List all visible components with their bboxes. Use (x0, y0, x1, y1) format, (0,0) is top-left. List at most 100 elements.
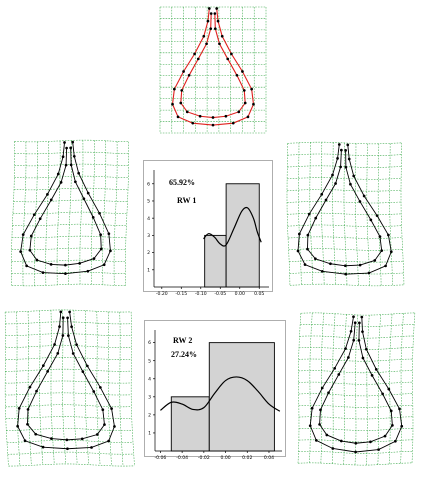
landmark-point (56, 172, 60, 176)
grid-line-horizontal (5, 345, 132, 348)
x-tick-label: -0.20 (156, 291, 168, 297)
consensus-shape (159, 6, 267, 134)
deformation-grid (159, 6, 267, 134)
landmark-point (320, 192, 324, 196)
grid-line-horizontal (5, 404, 132, 408)
grid-line-horizontal (298, 451, 413, 454)
landmark-point (202, 34, 206, 38)
rw2-positive-grid-panel (296, 311, 416, 467)
grid-line-horizontal (14, 139, 129, 143)
landmark-point (26, 408, 30, 411)
landmark-point (215, 7, 219, 10)
landmark-point (358, 200, 362, 203)
landmark-point (59, 181, 63, 184)
grid-line-horizontal (287, 212, 402, 216)
grid-line-vertical (4, 312, 9, 467)
landmark-point (243, 101, 247, 105)
deformation-grid (4, 309, 135, 467)
x-tick-label: -0.05 (214, 291, 226, 297)
grid-line-vertical (400, 313, 404, 464)
grid-line-horizontal (298, 404, 413, 408)
x-tick-label: -0.06 (154, 455, 166, 461)
landmark-point (98, 211, 101, 215)
landmark-point (67, 334, 70, 337)
grid-line-horizontal (287, 224, 402, 227)
grid-line-horizontal (5, 416, 132, 419)
landmark-point (347, 356, 350, 359)
grid-line-horizontal (11, 259, 126, 263)
landmark-point (235, 73, 239, 77)
landmark-point (176, 115, 180, 119)
landmark-point (296, 249, 300, 253)
landmark-point (314, 216, 318, 220)
landmark-point (25, 264, 28, 268)
x-tick-label: 0.00 (220, 455, 230, 461)
landmark-point (358, 263, 362, 267)
landmark-point (49, 198, 53, 202)
landmark-point (231, 121, 235, 125)
landmark-point (320, 386, 324, 390)
landmark-point (86, 191, 90, 195)
grid-line-horizontal (7, 451, 134, 455)
rw2-negative-grid-panel (3, 308, 135, 468)
landmark-point (211, 116, 215, 119)
grid-line-horizontal (11, 271, 126, 275)
y-tick-label: 2 (148, 412, 151, 418)
landmark-point (344, 347, 347, 350)
landmark-point (394, 439, 397, 443)
landmark-point (360, 315, 364, 319)
landmark-point (334, 182, 337, 185)
landmark-point (35, 389, 38, 393)
landmark-point (237, 110, 241, 114)
rw2-label: RW 2 (173, 336, 192, 345)
landmark-point (327, 391, 330, 395)
y-tick-label: 4 (148, 376, 151, 382)
y-tick-label: 6 (147, 181, 150, 187)
landmark-point (85, 364, 89, 368)
landmark-point (336, 157, 339, 160)
grid-line-horizontal (5, 392, 132, 396)
landmark-point (49, 263, 53, 266)
grid-line-vertical (39, 310, 44, 465)
grid-line-vertical (27, 311, 32, 466)
landmark-point (59, 310, 63, 314)
grid-line-horizontal (298, 381, 413, 385)
y-tick-label: 2 (147, 250, 150, 256)
landmark-point (53, 343, 56, 346)
grid-line-horizontal (287, 165, 402, 168)
grid-line-horizontal (298, 347, 413, 351)
landmark-point (230, 52, 233, 56)
grid-line-vertical (50, 310, 55, 465)
landmark-point (16, 424, 19, 428)
landmark-point (64, 272, 67, 275)
landmark-point (216, 19, 220, 23)
landmark-point (343, 264, 347, 268)
landmark-point (102, 263, 106, 267)
grid-line-horizontal (14, 151, 129, 155)
x-tick-label: -0.02 (198, 455, 210, 461)
landmark-point (110, 407, 113, 410)
landmark-point (387, 233, 390, 237)
landmark-point (378, 235, 382, 238)
landmark-point (50, 437, 53, 440)
landmark-point (319, 408, 322, 412)
density-curve (160, 376, 281, 412)
landmark-point (381, 392, 384, 396)
landmark-point (69, 163, 73, 167)
grid-line-horizontal (287, 177, 402, 180)
landmark-point (64, 263, 67, 267)
landmark-point (297, 232, 301, 236)
grid-line-horizontal (5, 357, 132, 360)
grid-line-horizontal (5, 368, 132, 372)
grid-line-horizontal (5, 321, 132, 325)
landmark-point (352, 174, 356, 178)
y-tick-label: 3 (147, 233, 150, 239)
landmark-point (92, 257, 96, 260)
grid-line-vertical (309, 312, 313, 463)
rw2-percent-label: 27.24% (171, 350, 197, 359)
grid-line-horizontal (287, 153, 402, 156)
landmark-point (72, 154, 76, 158)
x-tick-label: 0.05 (254, 291, 264, 297)
landmark-point (333, 366, 337, 370)
grid-line-vertical (73, 310, 78, 465)
